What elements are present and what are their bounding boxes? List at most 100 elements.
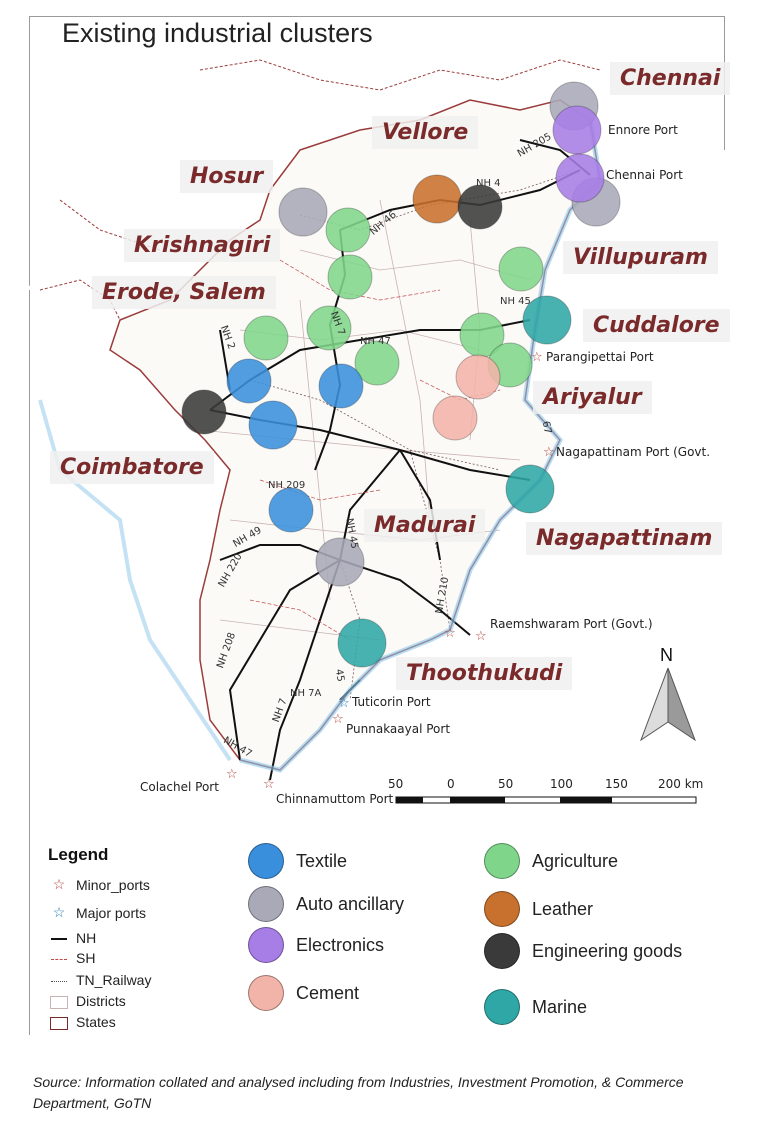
agriculture-dot xyxy=(484,843,520,879)
city-label-cuddalore: Cuddalore xyxy=(583,309,730,342)
cluster-textile-tiruppur xyxy=(248,400,298,450)
auto-ancillary-dot xyxy=(248,886,284,922)
scale-label-5: 200 km xyxy=(658,777,704,791)
cement-dot xyxy=(248,975,284,1011)
port-label-parangipettai: Parangipettai Port xyxy=(546,350,654,364)
category-cement: Cement xyxy=(248,975,359,1011)
legend-nh: NH xyxy=(48,930,96,946)
cluster-textile-erode xyxy=(226,358,272,404)
major-port-icon: ☆ xyxy=(52,904,66,920)
highway-label-nh45: NH 45 xyxy=(500,296,531,307)
cluster-engineering-vellore xyxy=(457,184,503,230)
map-title: Existing industrial clusters xyxy=(62,18,373,48)
city-label-krishnagiri: Krishnagiri xyxy=(124,229,281,262)
scale-label-0: 50 xyxy=(388,777,404,791)
port-label-nagapattinam: Nagapattinam Port (Govt. xyxy=(556,445,711,459)
city-label-vellore: Vellore xyxy=(372,116,479,149)
city-label-thoothukudi: Thoothukudi xyxy=(396,657,573,690)
category-engineering-goods: Engineering goods xyxy=(484,933,682,969)
category-textile: Textile xyxy=(248,843,347,879)
cluster-cement-ariyalur-1 xyxy=(455,354,501,400)
port-label-colachel: Colachel Port xyxy=(140,780,219,794)
city-label-chennai: Chennai xyxy=(610,62,731,95)
city-label-hosur: Hosur xyxy=(180,160,274,193)
cluster-leather-vellore xyxy=(412,174,462,224)
highway-label-45: 45 xyxy=(332,668,346,683)
legend-major-ports: ☆ Major ports xyxy=(48,904,146,921)
legend-minor-ports: ☆ Minor_ports xyxy=(48,876,150,893)
minor-port-icon-colachel: ☆ xyxy=(226,767,238,782)
scale-label-2: 50 xyxy=(498,777,514,791)
minor-port-icon-chinnamuttom: ☆ xyxy=(263,777,275,792)
category-leather: Leather xyxy=(484,891,593,927)
legend-sh: SH xyxy=(48,950,95,966)
cluster-electronics-chennai xyxy=(555,153,605,203)
railway-line-icon xyxy=(48,972,70,988)
district-box-icon xyxy=(48,993,70,1009)
minor-port-icon-raemshwaram-1: ☆ xyxy=(444,626,456,641)
highway-label-nh4: NH 4 xyxy=(476,178,501,189)
north-label: N xyxy=(660,645,673,665)
engineering-goods-dot xyxy=(484,933,520,969)
cluster-engineering-coimbatore xyxy=(181,389,227,435)
cluster-agri-namakkal xyxy=(354,340,400,386)
minor-port-icon-nagapattinam: ☆ xyxy=(543,445,555,460)
city-label-erode-salem: Erode, Salem xyxy=(92,276,276,309)
cluster-agri-erode xyxy=(243,315,289,361)
textile-dot xyxy=(248,843,284,879)
leather-dot xyxy=(484,891,520,927)
cluster-circles xyxy=(181,81,621,668)
north-arrow-icon xyxy=(639,667,697,742)
cluster-textile-karur xyxy=(318,363,364,409)
port-label-chennai: Chennai Port xyxy=(606,168,683,182)
cluster-agri-salem xyxy=(306,305,352,351)
legend-districts: Districts xyxy=(48,993,126,1009)
neighbour-outline xyxy=(199,59,601,91)
cluster-electronics-ennore xyxy=(552,105,602,155)
category-marine: Marine xyxy=(484,989,587,1025)
category-agriculture: Agriculture xyxy=(484,843,618,879)
port-label-tuticorin: Tuticorin Port xyxy=(352,695,431,709)
minor-port-icon: ☆ xyxy=(52,876,66,892)
scale-label-1: 0 xyxy=(447,777,455,791)
cluster-auto-madurai xyxy=(315,537,365,587)
cluster-agri-krishnagiri xyxy=(325,207,371,253)
highway-label-nh209: NH 209 xyxy=(268,480,306,491)
city-label-nagapattinam: Nagapattinam xyxy=(526,522,723,555)
cluster-agri-villupuram xyxy=(498,246,544,292)
sea-area xyxy=(0,150,725,1035)
marine-dot xyxy=(484,989,520,1025)
cluster-agri-dharmapuri xyxy=(327,254,373,300)
highway-label-nh7a: NH 7A xyxy=(290,688,322,699)
cluster-marine-thoothukudi xyxy=(337,618,387,668)
coastline-wash xyxy=(239,119,603,773)
cluster-marine-cuddalore xyxy=(522,295,572,345)
category-electronics: Electronics xyxy=(248,927,384,963)
highway-label-nh47-top: NH 47 xyxy=(360,336,391,347)
legend-railway: TN_Railway xyxy=(48,972,151,988)
cluster-auto-hosur xyxy=(278,187,328,237)
city-label-madurai: Madurai xyxy=(364,509,486,542)
state-box-icon xyxy=(48,1014,70,1030)
nh-line-icon xyxy=(48,930,70,946)
scale-label-4: 150 xyxy=(605,777,628,791)
legend-states: States xyxy=(48,1014,116,1030)
port-label-punnakaayal: Punnakaayal Port xyxy=(346,722,451,736)
port-label-raemshwaram: Raemshwaram Port (Govt.) xyxy=(490,617,653,631)
port-label-ennore: Ennore Port xyxy=(608,123,678,137)
electronics-dot xyxy=(248,927,284,963)
city-label-coimbatore: Coimbatore xyxy=(50,451,214,484)
scale-bar xyxy=(395,796,697,804)
cluster-cement-ariyalur-2 xyxy=(432,395,478,441)
highway-label-67: 67 xyxy=(539,420,553,435)
scale-label-3: 100 xyxy=(550,777,573,791)
cluster-marine-nagapattinam xyxy=(505,464,555,514)
sh-line-icon xyxy=(48,950,70,966)
minor-port-icon-raemshwaram-2: ☆ xyxy=(475,629,487,644)
port-markers: ☆ ☆ ☆ ☆ ☆ ☆ ☆ ☆ xyxy=(226,350,555,792)
cluster-textile-dindigul xyxy=(268,487,314,533)
city-label-villupuram: Villupuram xyxy=(563,241,718,274)
port-label-chinnamuttom: Chinnamuttom Port xyxy=(276,792,394,806)
